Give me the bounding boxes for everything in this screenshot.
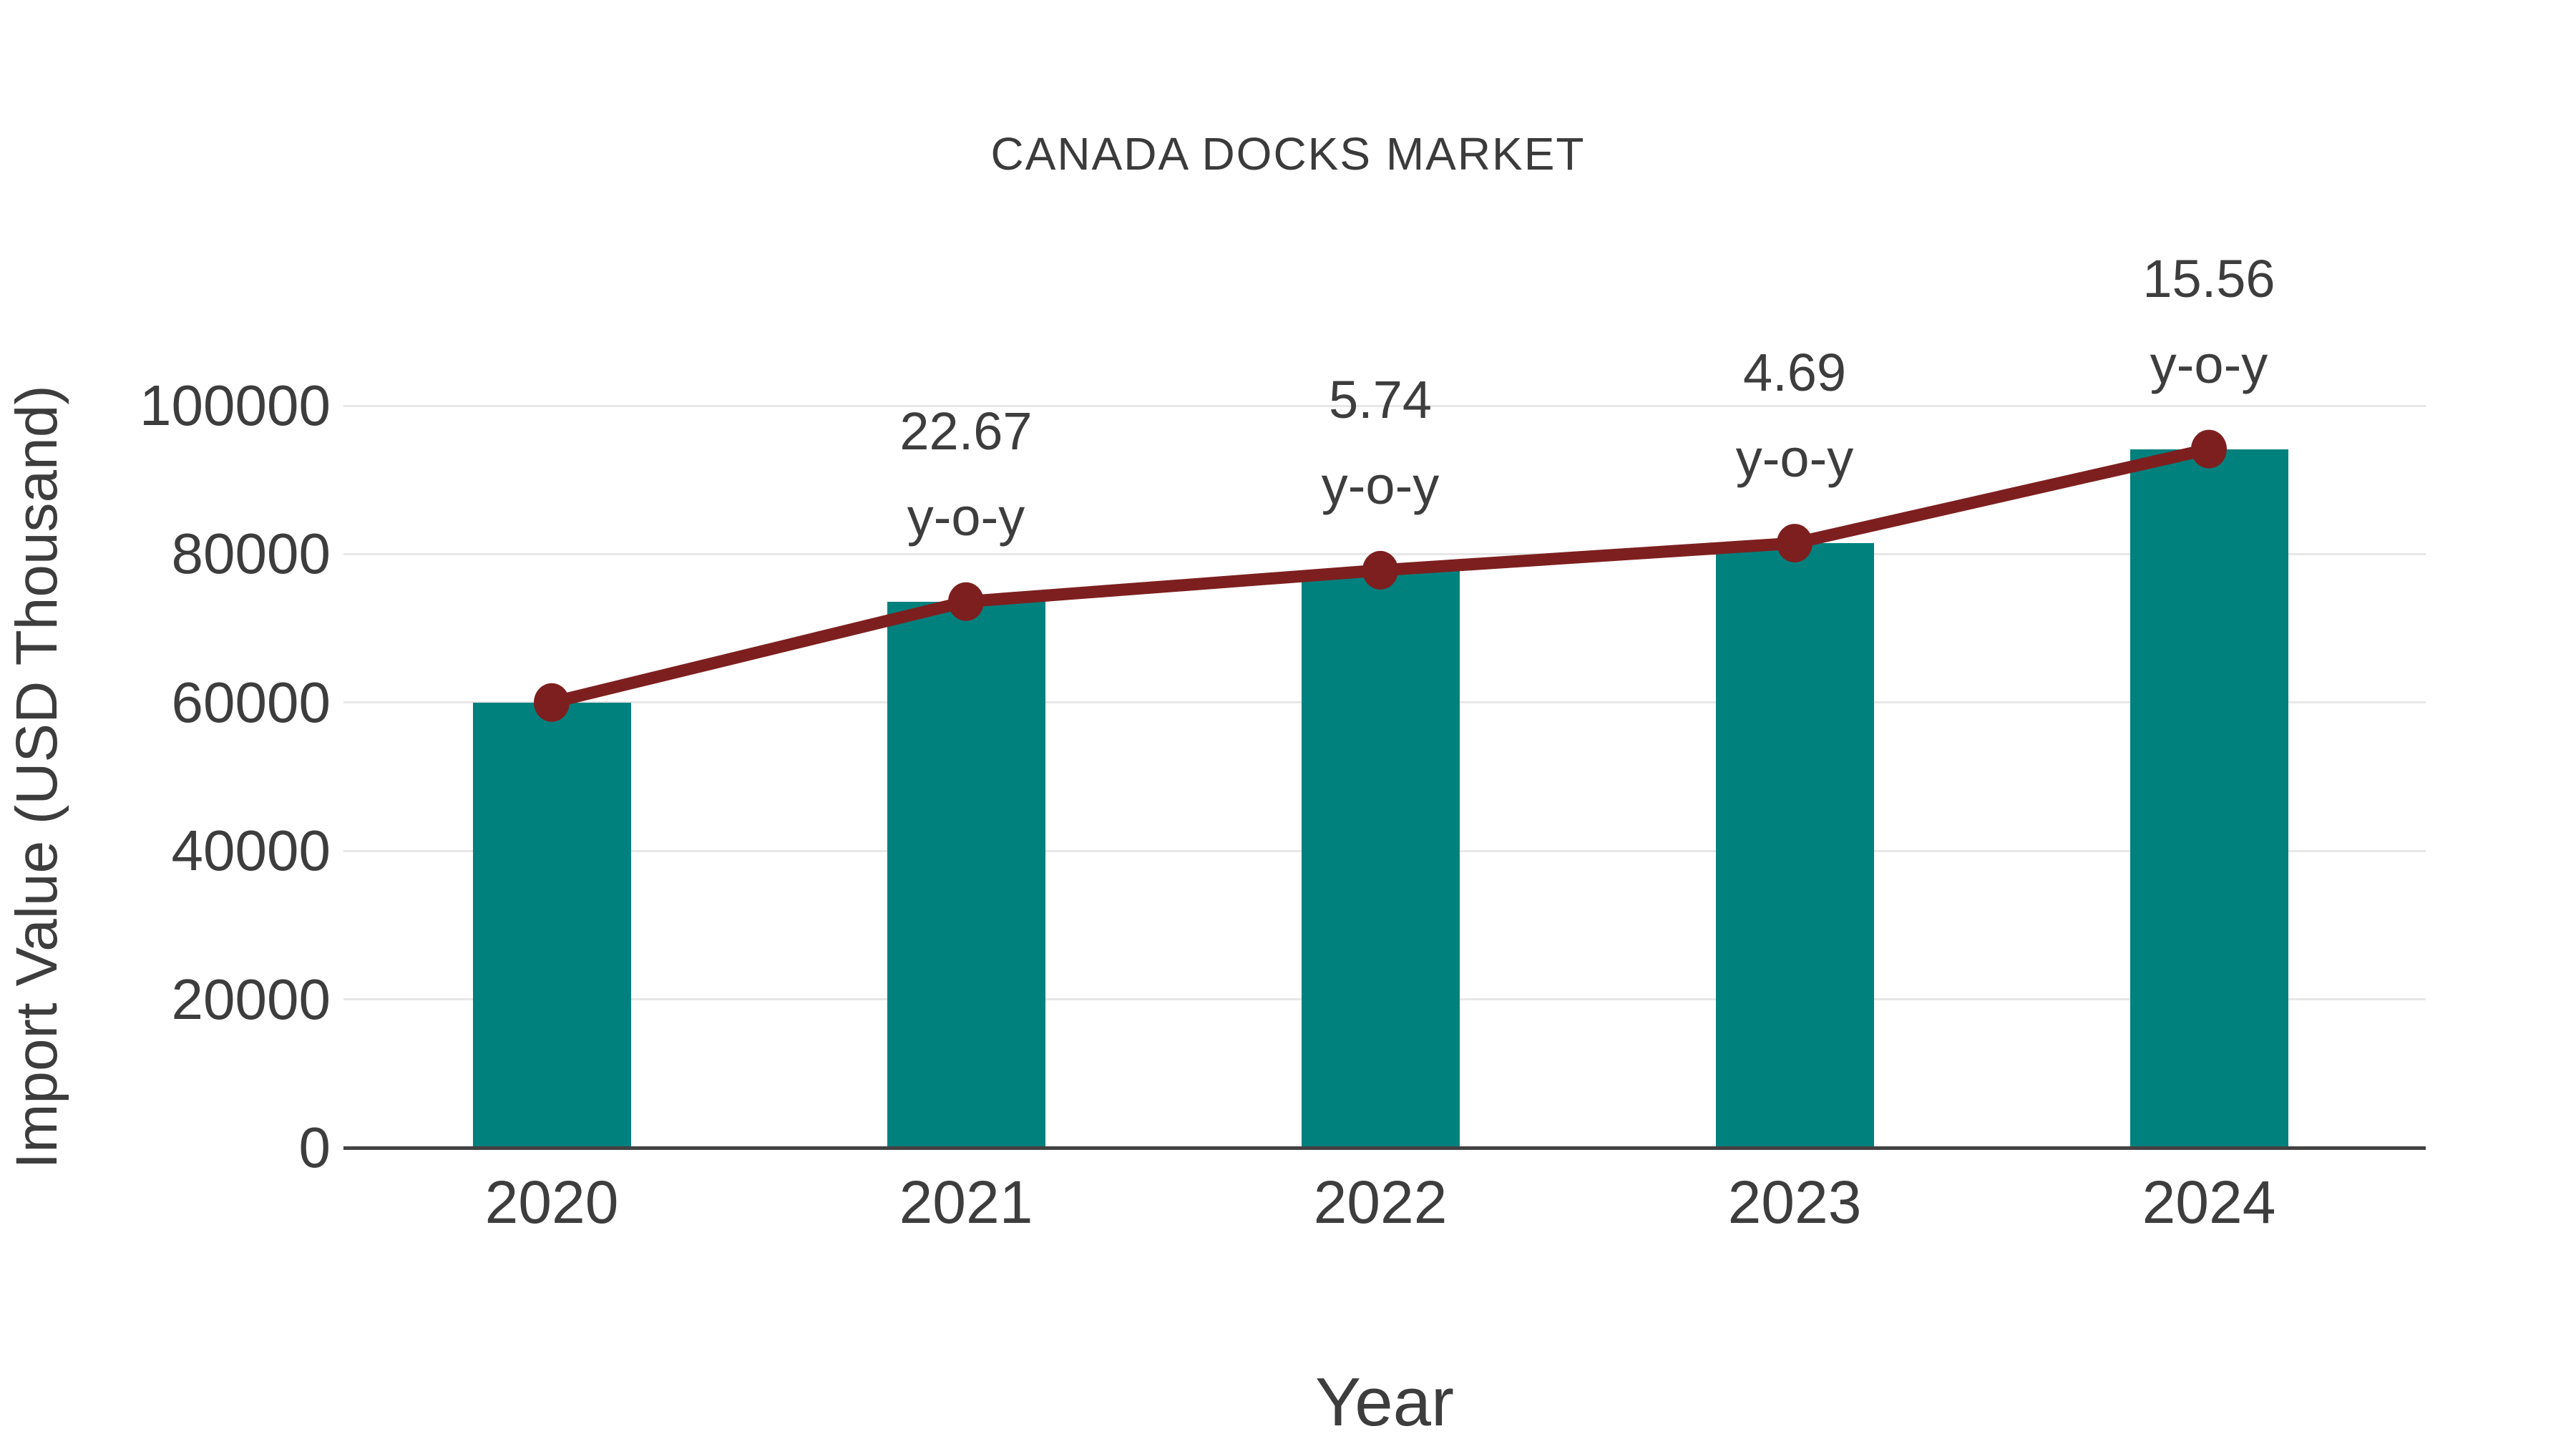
x-tick-label-2020: 2020 [484,1169,619,1236]
y-tick-label-80000: 80000 [171,522,331,586]
gridline-80000 [343,552,2426,555]
x-axis-title: Year [1315,1364,1454,1440]
annotation-2023-line-1: 4.69 [1742,343,1847,403]
gridline-100000 [343,404,2426,407]
annotation-2021: 22.67 y-o-y [751,389,1181,560]
bar-2021 [887,601,1045,1148]
annotation-2024: 15.56 y-o-y [1994,236,2424,408]
x-axis-line [343,1146,2426,1150]
y-tick-label-100000: 100000 [140,374,331,437]
x-tick-label-2021: 2021 [899,1169,1033,1236]
bar-2022 [1301,570,1460,1148]
bar-2020 [472,702,631,1148]
annotation-2023-line-2: y-o-y [1735,429,1854,489]
x-tick-label-2022: 2022 [1313,1169,1448,1236]
y-tick-label-20000: 20000 [171,967,331,1031]
y-tick-label-40000: 40000 [171,819,331,883]
y-tick-label-60000: 60000 [171,670,331,734]
annotation-2021-line-1: 22.67 [899,401,1033,461]
chart-title: CANADA DOCKS MARKET [990,128,1586,180]
annotation-2022: 5.74 y-o-y [1166,357,1595,529]
bar-2024 [2129,449,2288,1148]
x-tick-label-2023: 2023 [1727,1169,1862,1236]
annotation-2023: 4.69 y-o-y [1580,330,2009,502]
y-tick-label-0: 0 [298,1116,331,1179]
annotation-2024-line-1: 15.56 [2142,248,2275,308]
x-tick-label-2024: 2024 [2142,1169,2276,1236]
annotation-2022-line-2: y-o-y [1321,455,1440,515]
annotation-2021-line-2: y-o-y [907,487,1025,547]
y-axis-title: Import Value (USD Thousand) [4,385,69,1169]
annotation-2024-line-2: y-o-y [2150,334,2268,394]
bar-2023 [1715,543,1874,1148]
annotation-2022-line-1: 5.74 [1328,369,1433,429]
